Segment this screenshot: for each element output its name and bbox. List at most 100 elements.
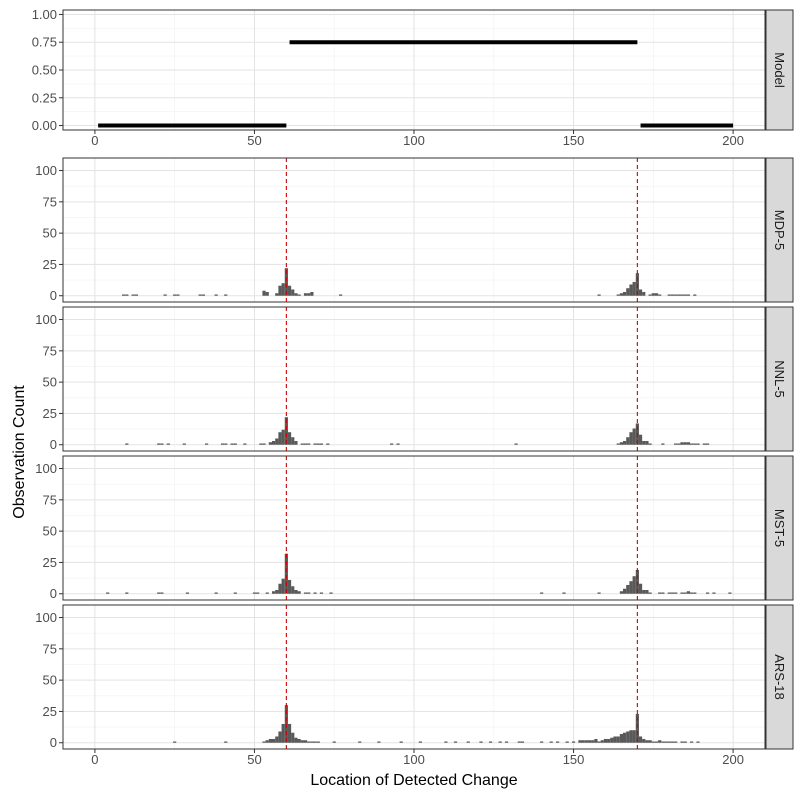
- histogram-bar: [297, 738, 301, 743]
- histogram-bar: [275, 293, 279, 296]
- histogram-bar: [626, 288, 630, 296]
- histogram-bar: [230, 443, 234, 445]
- histogram-bar: [638, 583, 643, 594]
- histogram-bar: [578, 740, 582, 743]
- histogram-bar: [297, 294, 301, 296]
- histogram-bar: [243, 443, 247, 445]
- y-tick-label: 75: [43, 492, 57, 507]
- histogram-bar: [638, 736, 643, 743]
- histogram-bar: [313, 741, 317, 743]
- panel-mst-5: 0 25 50 75 100 MST-5: [35, 455, 794, 601]
- histogram-bar: [281, 723, 285, 743]
- panel-nnl-5: 0 25 50 75 100 NNL-5: [35, 306, 794, 452]
- facet-strip-label: MDP-5: [772, 210, 787, 250]
- histogram-bar: [131, 294, 135, 296]
- facet-strip-label: NNL-5: [772, 360, 787, 398]
- y-tick-label: 25: [43, 704, 57, 719]
- histogram-bar: [268, 738, 273, 743]
- histogram-bar: [233, 443, 237, 445]
- histogram-bar: [173, 294, 177, 296]
- histogram-bar: [224, 443, 228, 445]
- histogram-bar: [638, 434, 643, 445]
- histogram-bar: [504, 741, 509, 743]
- histogram-bar: [674, 294, 678, 296]
- histogram-bar: [287, 285, 292, 296]
- histogram-bar: [291, 732, 295, 743]
- histogram-bar: [466, 741, 470, 743]
- histogram-bar: [281, 429, 285, 445]
- histogram-bar: [648, 740, 652, 743]
- y-axis-title: Observation Count: [11, 385, 28, 519]
- histogram-bar: [278, 583, 282, 594]
- histogram-bar: [307, 443, 311, 445]
- y-tick-label: 0.50: [32, 63, 57, 78]
- histogram-bar: [185, 592, 190, 594]
- histogram-bar: [594, 738, 598, 743]
- histogram-bar: [616, 736, 620, 743]
- histogram-bar: [294, 737, 298, 743]
- x-tick-label: 200: [722, 752, 744, 767]
- histogram-bar: [540, 592, 544, 594]
- histogram-bar: [252, 592, 257, 594]
- x-tick-label: 100: [403, 752, 425, 767]
- histogram-bar: [648, 294, 652, 296]
- histogram-bar: [632, 428, 636, 445]
- histogram-bar: [272, 591, 276, 594]
- y-tick-label: 1.00: [32, 7, 57, 22]
- histogram-bar: [613, 736, 617, 743]
- histogram-bar: [597, 294, 601, 296]
- y-tick-label: 0: [50, 735, 57, 750]
- histogram-bar: [520, 741, 525, 743]
- histogram-bar: [654, 293, 659, 296]
- histogram-bar: [686, 591, 691, 594]
- histogram-bar: [690, 443, 694, 445]
- y-tick-label: 100: [35, 461, 57, 476]
- histogram-bar: [326, 443, 330, 445]
- histogram-bar: [600, 740, 604, 743]
- histogram-bar: [329, 592, 333, 594]
- histogram-bar: [291, 289, 295, 296]
- histogram-bar: [683, 592, 687, 594]
- histogram-bar: [658, 294, 662, 296]
- panel-mdp-5: 0 25 50 75 100 MDP-5: [35, 157, 794, 303]
- histogram-bar: [201, 294, 205, 296]
- histogram-bar: [705, 443, 710, 445]
- y-tick-label: 50: [43, 375, 57, 390]
- histogram-bar: [540, 741, 544, 743]
- histogram-bar: [680, 741, 684, 743]
- facet-strip-label: ARS-18: [772, 654, 787, 700]
- histogram-bar: [377, 741, 381, 743]
- histogram-bar: [176, 294, 180, 296]
- histogram-bar: [591, 740, 595, 743]
- histogram-bar: [453, 741, 458, 743]
- y-tick-label: 50: [43, 524, 57, 539]
- histogram-bar: [619, 293, 624, 296]
- histogram-bar: [319, 443, 324, 445]
- y-tick-label: 100: [35, 610, 57, 625]
- histogram-bar: [294, 440, 298, 445]
- histogram-bar: [562, 592, 566, 594]
- histogram-bar: [160, 592, 164, 594]
- histogram-bar: [635, 569, 639, 594]
- histogram-bar: [399, 741, 403, 743]
- histogram-bar: [549, 741, 553, 743]
- histogram-bar: [163, 294, 167, 296]
- histogram-bar: [610, 737, 614, 743]
- y-tick-label: 25: [43, 257, 57, 272]
- histogram-bar: [661, 443, 665, 445]
- y-tick-label: 0: [50, 586, 57, 601]
- facet-strip: [765, 306, 794, 452]
- y-tick-label: 75: [43, 343, 57, 358]
- histogram-bar: [629, 730, 633, 743]
- y-tick-label: 25: [43, 406, 57, 421]
- facet-strip: [765, 604, 794, 750]
- histogram-bar: [626, 584, 630, 594]
- histogram-bar: [645, 589, 649, 594]
- histogram-bar: [224, 741, 228, 743]
- x-tick-label: 50: [247, 752, 261, 767]
- histogram-bar: [166, 443, 170, 445]
- histogram-bar: [281, 283, 285, 296]
- histogram-bar: [642, 440, 646, 445]
- histogram-bar: [626, 731, 630, 743]
